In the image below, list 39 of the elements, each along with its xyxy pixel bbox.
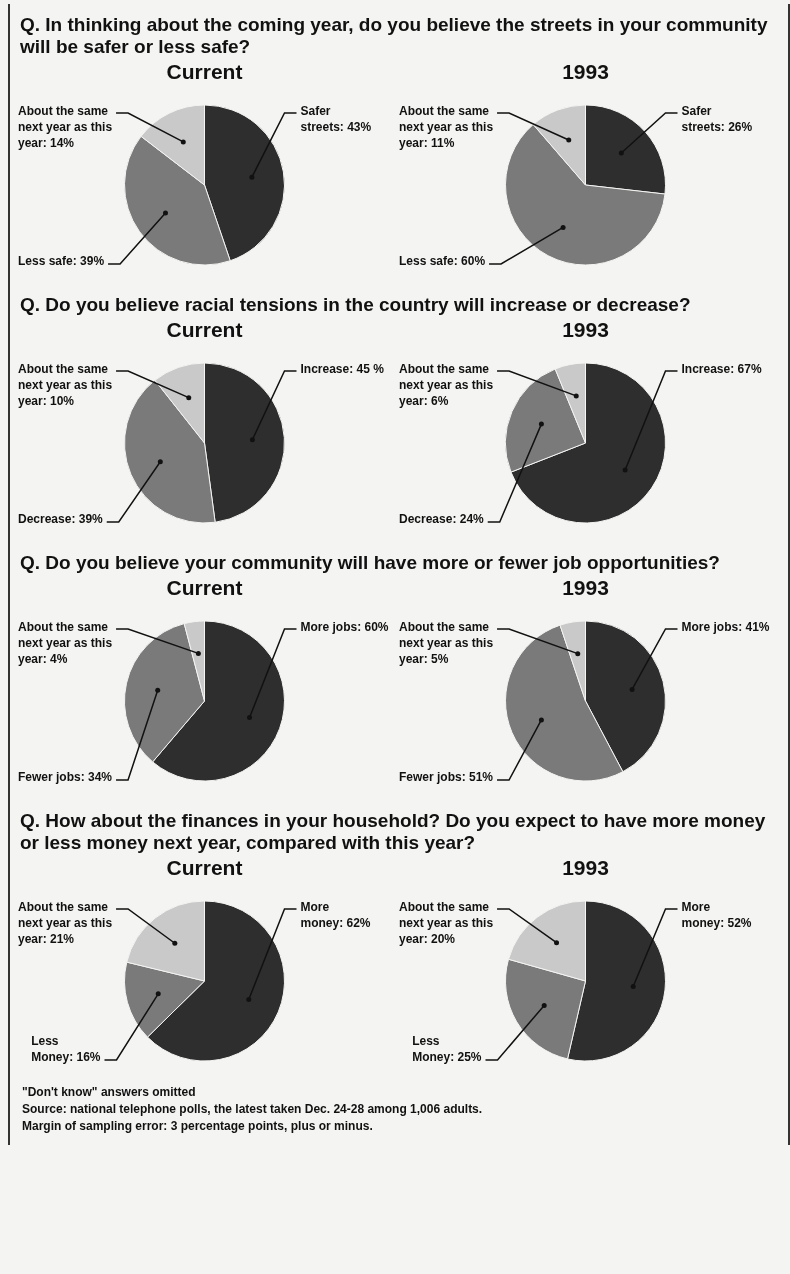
slice-label: About the same next year as this year: 20%: [399, 900, 494, 947]
slice-label: More money: 62%: [300, 900, 371, 931]
slice-label: About the same next year as this year: 10%: [18, 362, 113, 409]
slice-label: Safer streets: 43%: [300, 104, 372, 135]
slice-label: Fewer jobs: 51%: [399, 770, 494, 785]
slice-label: Less Money: 16%: [31, 1034, 101, 1065]
slice-label: Less Money: 25%: [412, 1034, 482, 1065]
slice-label: Increase: 67%: [681, 362, 762, 377]
chart-subtitle: 1993: [561, 856, 610, 880]
slice-label: About the same next year as this year: 14%: [18, 104, 113, 151]
slice-label: About the same next year as this year: 11%: [399, 104, 494, 151]
chart-title: Q. In thinking about the coming year, do you believe the streets in your community will be safer or less safe?: [19, 13, 769, 59]
chart-title: Q. Do you believe racial tensions in the country will increase or decrease?: [19, 293, 692, 317]
slice-label: Less safe: 60%: [399, 254, 486, 269]
chart-title: Q. How about the finances in your household? Do you expect to have more money or less money next year, compared with this year?: [19, 809, 767, 855]
text: "Don't know" answers omitted: [22, 1085, 196, 1099]
chart-subtitle: 1993: [561, 318, 610, 342]
slice-label: More jobs: 41%: [681, 620, 770, 635]
slice-label: About the same next year as this year: 6%: [399, 362, 494, 409]
chart-subtitle: 1993: [561, 60, 610, 84]
chart-subtitle: Current: [165, 856, 244, 880]
slice-label: About the same next year as this year: 4%: [18, 620, 113, 667]
slice-label: Safer streets: 26%: [681, 104, 753, 135]
text: Margin of sampling error: 3 percentage points, plus or minus.: [22, 1119, 373, 1133]
slice-label: About the same next year as this year: 21%: [18, 900, 113, 947]
slice-label: More money: 52%: [681, 900, 752, 931]
chart-subtitle: Current: [165, 60, 244, 84]
slice-label: Decrease: 24%: [399, 512, 485, 527]
slice-label: Fewer jobs: 34%: [18, 770, 113, 785]
slice-label: Increase: 45 %: [300, 362, 385, 377]
slice-label: About the same next year as this year: 5%: [399, 620, 494, 667]
source-note: Source: national telephone polls, the latest taken Dec. 24-28 among 1,006 adults.: [22, 1102, 483, 1116]
slice-label: Decrease: 39%: [18, 512, 104, 527]
slice-label: More jobs: 60%: [300, 620, 389, 635]
slice-label: Less safe: 39%: [18, 254, 105, 269]
chart-subtitle: Current: [165, 576, 244, 600]
chart-title: Q. Do you believe your community will have more or fewer job opportunities?: [19, 551, 721, 575]
chart-subtitle: 1993: [561, 576, 610, 600]
chart-subtitle: Current: [165, 318, 244, 342]
